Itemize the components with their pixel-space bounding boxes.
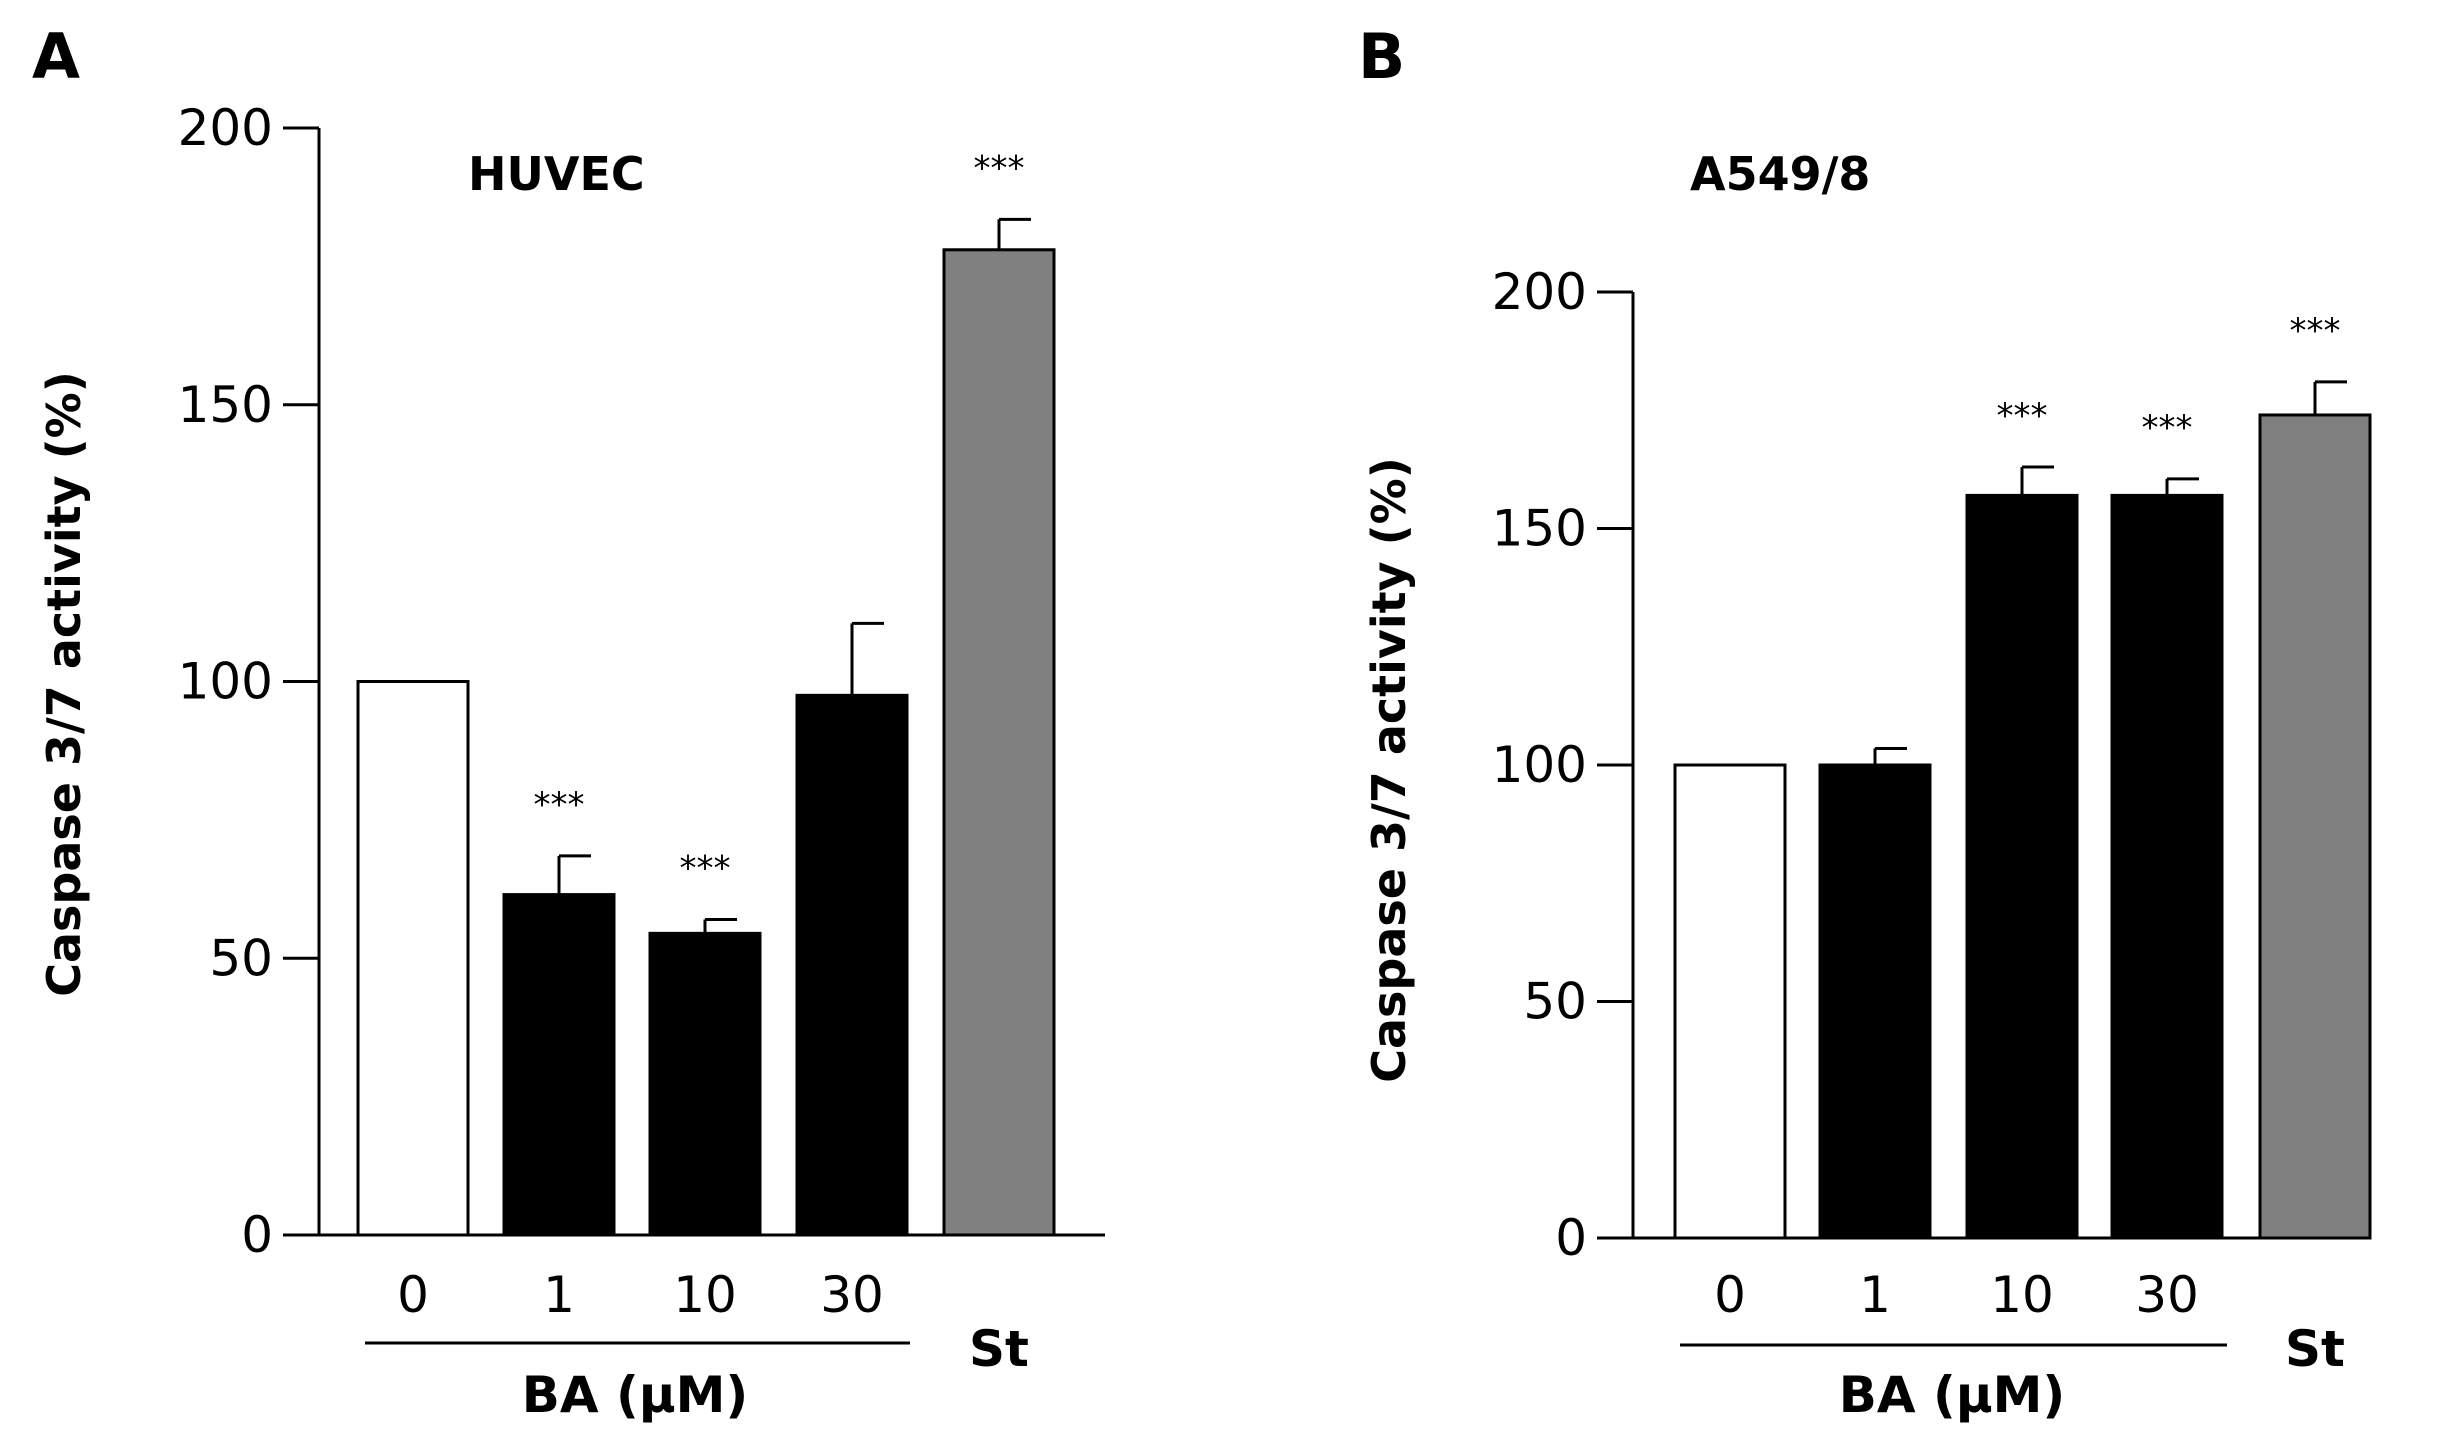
panel-a-category-label: 0 (397, 1266, 429, 1324)
panel-b: B A549/8 Caspase 3/7 activity (%) 050100… (1358, 20, 2372, 1424)
panel-a-significance-marker: *** (534, 785, 585, 825)
panel-b-significance-marker: *** (2142, 408, 2193, 448)
panel-a-category-label: St (969, 1320, 1029, 1378)
panel-b-bar-10 (1965, 493, 2079, 1240)
panel-a-y-tick-label: 50 (209, 929, 273, 987)
panel-a-plot: 0 50 100 150 200 0 *** 1 *** 10 30 *** St (178, 99, 1105, 1378)
panel-b-category-label: 0 (1714, 1266, 1746, 1324)
panel-a-title: HUVEC (468, 147, 645, 201)
panel-a-y-tick-label: 0 (241, 1206, 273, 1264)
panel-a-bar-10 (648, 931, 762, 1237)
panel-b-letter: B (1358, 20, 1405, 93)
panel-a-category-label: 1 (543, 1266, 575, 1324)
panel-a-bar-30 (795, 693, 909, 1237)
panel-b-category-label: 30 (2135, 1266, 2199, 1324)
panel-b-significance-marker: *** (2290, 311, 2341, 351)
panel-a-category-label: 30 (820, 1266, 884, 1324)
panel-b-y-tick-label: 200 (1492, 263, 1587, 321)
panel-a-bar-0 (356, 680, 470, 1237)
panel-a-significance-marker: *** (680, 849, 731, 889)
panel-a-bar-st (942, 248, 1056, 1237)
panel-b-y-tick-label: 100 (1492, 736, 1587, 794)
panel-b-bar-1 (1818, 763, 1932, 1240)
panel-a-group-label: BA (µM) (522, 1366, 748, 1424)
panel-a-y-tick-label: 150 (178, 376, 273, 434)
panel-b-y-axis-label: Caspase 3/7 activity (%) (1362, 457, 1416, 1083)
panel-a-letter: A (32, 20, 80, 93)
panel-b-category-label: 1 (1859, 1266, 1891, 1324)
panel-b-bar-30 (2110, 493, 2224, 1240)
panel-b-title: A549/8 (1690, 147, 1870, 201)
panel-b-category-label: St (2285, 1320, 2345, 1378)
panel-b-category-label: 10 (1990, 1266, 2054, 1324)
panel-a: A HUVEC Caspase 3/7 activity (%) 0501001… (32, 20, 1105, 1424)
panel-a-category-label: 10 (673, 1266, 737, 1324)
panel-b-plot: 0 50 100 150 200 0 1 *** 10 *** 30 *** St (1492, 263, 2372, 1378)
panel-a-significance-marker: *** (974, 148, 1025, 188)
panel-b-y-tick-label: 0 (1555, 1209, 1587, 1267)
panel-b-group-label: BA (µM) (1839, 1366, 2065, 1424)
panel-b-bar-0 (1673, 763, 1787, 1240)
panel-b-bar-st (2258, 413, 2372, 1240)
panel-b-y-tick-label: 150 (1492, 500, 1587, 558)
panel-b-significance-marker: *** (1997, 396, 2048, 436)
panel-a-bar-1 (502, 893, 616, 1237)
panel-a-y-tick-label: 100 (178, 653, 273, 711)
panel-a-y-axis-label: Caspase 3/7 activity (%) (37, 371, 91, 997)
panel-b-y-tick-label: 50 (1523, 973, 1587, 1031)
panel-a-y-tick-label: 200 (178, 99, 273, 157)
